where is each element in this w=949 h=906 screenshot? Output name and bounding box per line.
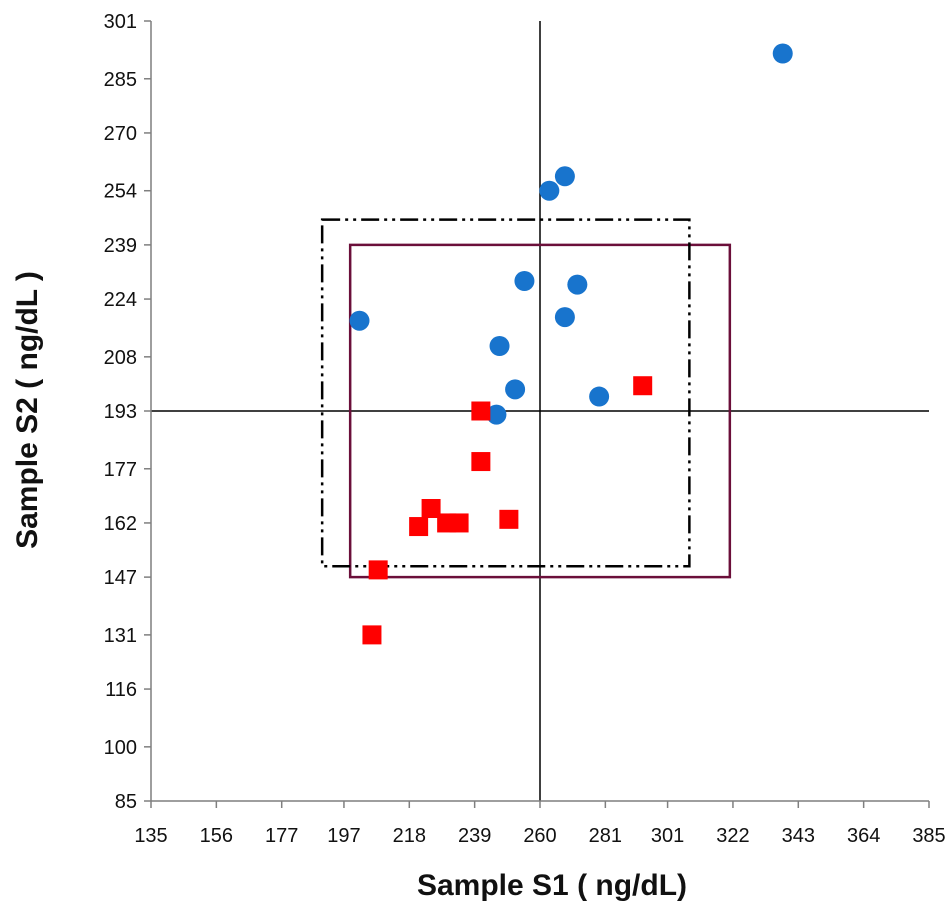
y-tick-label: 100 [104, 737, 137, 759]
y-tick-label: 224 [104, 289, 137, 311]
x-tick-label: 343 [782, 825, 815, 847]
y-tick-label: 254 [104, 181, 137, 203]
x-tick-label: 385 [912, 825, 945, 847]
y-tick-label: 301 [104, 11, 137, 33]
x-axis-title: Sample S1 ( ng/dL) [417, 869, 687, 901]
x-tick-label: 239 [458, 825, 491, 847]
red-square-point [449, 513, 469, 533]
red-square-point [421, 499, 441, 518]
x-tick-label: 281 [589, 825, 622, 847]
y-tick-label: 147 [104, 567, 137, 589]
y-tick-label: 239 [104, 235, 137, 257]
y-tick-label: 285 [104, 69, 137, 91]
region-boxes [320, 218, 732, 579]
reference-lines [151, 21, 929, 801]
red-square-point [362, 625, 382, 645]
red-square-point [409, 517, 429, 537]
x-tick-label: 301 [651, 825, 684, 847]
x-tick-label: 197 [327, 825, 360, 847]
y-tick-label: 193 [104, 401, 137, 423]
blue-circle-point [554, 307, 575, 328]
x-tick-label: 218 [393, 825, 426, 847]
x-tick-label: 177 [265, 825, 298, 847]
red-square-point [471, 452, 491, 472]
blue-circle-point [514, 271, 535, 291]
blue-circle-point [589, 386, 610, 407]
red-square-point [633, 376, 653, 396]
red-square-point [471, 401, 491, 421]
blue-circle-point [539, 180, 560, 201]
red-square-point [499, 509, 519, 529]
data-points [349, 43, 793, 645]
blue-circle-point [486, 404, 507, 425]
solid-region-box [348, 243, 732, 579]
blue-circle-point [772, 43, 793, 64]
x-tick-label: 260 [523, 825, 556, 847]
y-tick-label: 116 [105, 679, 137, 701]
red-square-point [368, 560, 388, 580]
blue-circle-point [554, 166, 575, 187]
blue-circle-point [489, 336, 510, 356]
blue-circle-point [349, 310, 370, 331]
y-tick-label: 131 [104, 625, 137, 647]
y-tick-label: 85 [115, 791, 137, 813]
y-tick-label: 162 [104, 513, 137, 535]
y-axis-title: Sample S2 ( ng/dL ) [11, 271, 44, 549]
blue-circle-point [505, 379, 526, 400]
blue-circle-point [567, 274, 588, 295]
y-tick-labels: 85 100 116 131 147 162 177 193 208 224 239 254 270 28… [104, 11, 137, 813]
axes [144, 20, 930, 808]
y-tick-label: 208 [104, 347, 137, 369]
x-tick-label: 364 [847, 825, 880, 847]
x-tick-label: 135 [134, 825, 167, 847]
x-tick-label: 322 [716, 825, 749, 847]
x-tick-label: 156 [200, 825, 233, 847]
x-tick-labels: 135 156 177 197 218 239 260 281 301 322 343 364 385 [134, 825, 945, 847]
y-tick-label: 177 [104, 459, 137, 481]
y-tick-label: 270 [104, 123, 137, 145]
dashdot-region-box [320, 218, 691, 568]
